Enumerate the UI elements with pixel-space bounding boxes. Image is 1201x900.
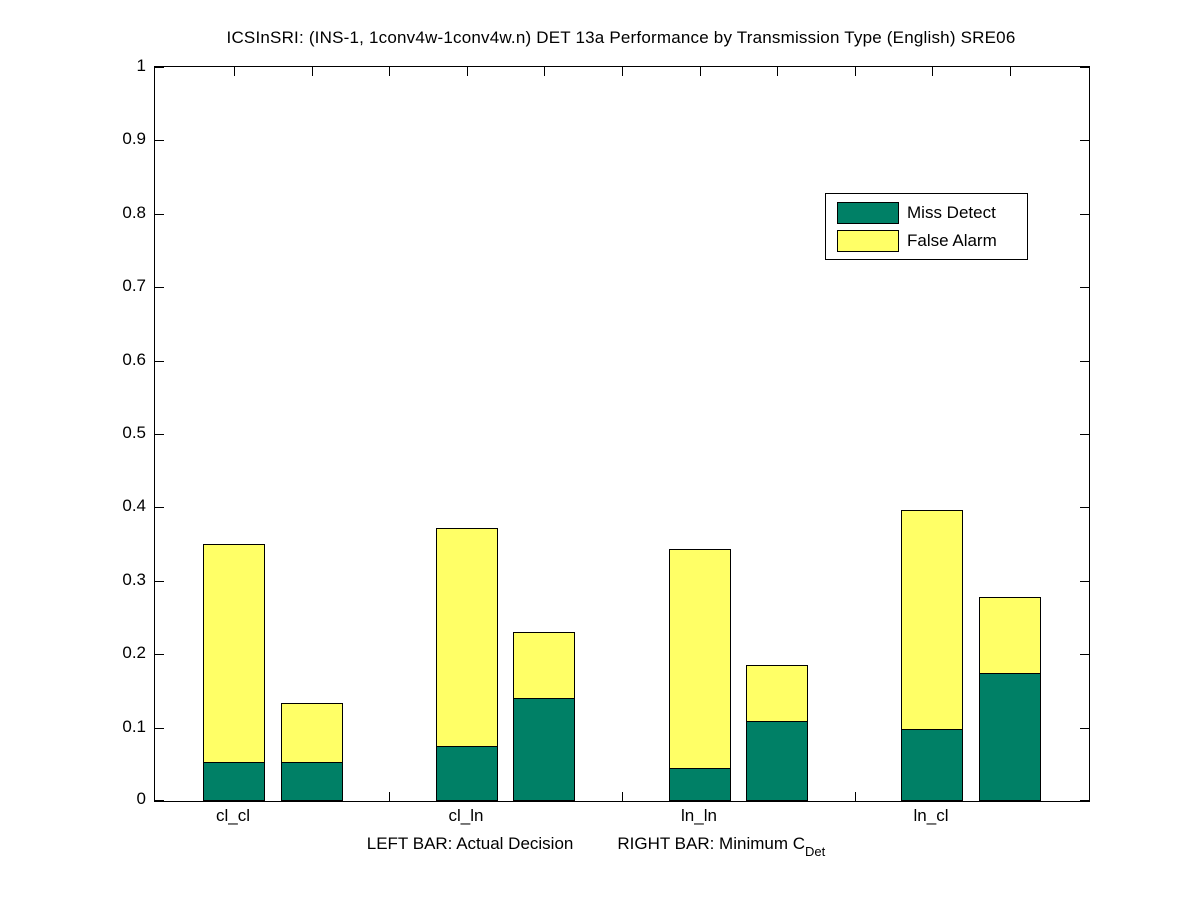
stacked-bar-actual_decision	[203, 544, 265, 801]
chart-title: ICSInSRI: (INS-1, 1conv4w-1conv4w.n) DET…	[226, 28, 1016, 47]
x-tick-top	[389, 67, 390, 76]
legend-swatch-false-alarm	[837, 230, 899, 252]
x-tick-bottom	[855, 792, 856, 801]
x-tick-top	[855, 67, 856, 76]
x-tick-label: cl_cl	[215, 806, 250, 825]
y-tick-right	[1080, 434, 1089, 435]
y-tick-left	[155, 728, 164, 729]
x-tick-top	[312, 67, 313, 76]
x-tick-top	[467, 67, 468, 76]
legend: Miss Detect False Alarm	[825, 193, 1028, 260]
bar-segment-miss-detect	[980, 673, 1040, 800]
bar-segment-miss-detect	[437, 746, 497, 800]
legend-item-false-alarm: False Alarm	[826, 230, 1027, 252]
caption-subscript: Det	[805, 844, 826, 859]
x-tick-top	[234, 67, 235, 76]
legend-item-miss-detect: Miss Detect	[826, 202, 1027, 224]
y-tick-label: 0.9	[122, 129, 146, 148]
x-tick-top	[777, 67, 778, 76]
y-tick-left	[155, 800, 164, 801]
y-tick-left	[155, 140, 164, 141]
y-tick-right	[1080, 581, 1089, 582]
stacked-bar-minimum_cdet	[746, 665, 808, 801]
legend-swatch-miss-detect	[837, 202, 899, 224]
y-tick-label: 1	[136, 56, 146, 75]
y-tick-right	[1080, 654, 1089, 655]
stacked-bar-minimum_cdet	[979, 597, 1041, 801]
stacked-bar-minimum_cdet	[281, 703, 343, 801]
y-tick-right	[1080, 728, 1089, 729]
x-tick-top	[700, 67, 701, 76]
y-tick-right	[1080, 800, 1089, 801]
y-tick-label: 0.3	[122, 570, 146, 589]
y-tick-left	[155, 434, 164, 435]
bar-segment-miss-detect	[514, 698, 574, 800]
stacked-bar-minimum_cdet	[513, 632, 575, 801]
y-tick-right	[1080, 507, 1089, 508]
legend-label-miss-detect: Miss Detect	[907, 203, 996, 222]
y-tick-label: 0.5	[122, 423, 146, 442]
stacked-bar-actual_decision	[436, 528, 498, 801]
y-tick-left	[155, 507, 164, 508]
y-tick-label: 0.2	[122, 643, 146, 662]
bar-segment-miss-detect	[204, 762, 264, 800]
plot-area	[154, 66, 1090, 802]
stacked-bar-actual_decision	[901, 510, 963, 801]
x-tick-bottom	[389, 792, 390, 801]
x-tick-label: cl_ln	[448, 806, 484, 825]
y-tick-right	[1080, 361, 1089, 362]
x-tick-label: ln_cl	[913, 806, 949, 825]
y-tick-right	[1080, 67, 1089, 68]
y-tick-label: 0.8	[122, 203, 146, 222]
legend-label-false-alarm: False Alarm	[907, 231, 997, 250]
x-tick-label: ln_ln	[681, 806, 717, 825]
y-tick-right	[1080, 140, 1089, 141]
y-tick-left	[155, 654, 164, 655]
bar-segment-miss-detect	[670, 768, 730, 800]
x-axis-caption: LEFT BAR: Actual Decision RIGHT BAR: Mini…	[0, 834, 1192, 859]
x-tick-top	[1010, 67, 1011, 76]
bar-segment-miss-detect	[747, 721, 807, 800]
y-tick-left	[155, 287, 164, 288]
y-tick-label: 0.7	[122, 276, 146, 295]
caption-left-text: LEFT BAR: Actual Decision	[366, 834, 574, 853]
y-tick-right	[1080, 214, 1089, 215]
bar-segment-miss-detect	[902, 729, 962, 800]
y-tick-left	[155, 581, 164, 582]
stacked-bar-actual_decision	[669, 549, 731, 801]
x-tick-top	[544, 67, 545, 76]
y-tick-label: 0.1	[122, 717, 146, 736]
bar-segment-miss-detect	[282, 762, 342, 800]
caption-right-text: RIGHT BAR: Minimum C	[617, 834, 806, 853]
x-tick-top	[932, 67, 933, 76]
y-tick-label: 0.4	[122, 496, 146, 515]
x-tick-bottom	[622, 792, 623, 801]
y-tick-left	[155, 67, 164, 68]
y-tick-left	[155, 361, 164, 362]
y-tick-label: 0.6	[122, 350, 146, 369]
y-tick-right	[1080, 287, 1089, 288]
y-tick-label: 0	[136, 789, 146, 808]
y-tick-left	[155, 214, 164, 215]
x-tick-top	[622, 67, 623, 76]
